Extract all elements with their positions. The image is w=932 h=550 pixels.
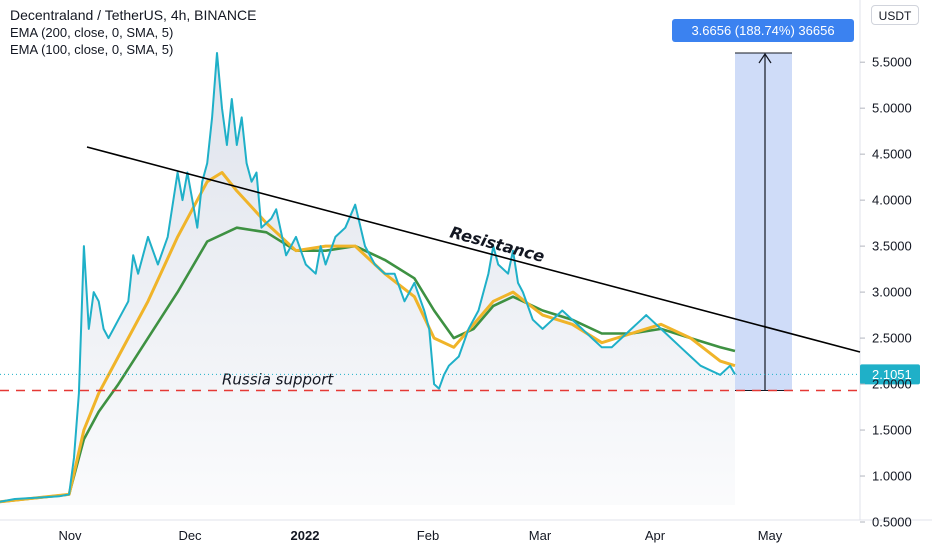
indicator-ema-100: EMA (100, close, 0, SMA, 5) — [10, 42, 174, 57]
price-line[interactable] — [0, 52, 736, 503]
y-tick-label: 2.0000 — [872, 377, 912, 392]
measure-label-text: 3.6656 (188.74%) 36656 — [691, 23, 834, 38]
indicator-ema-200: EMA (200, close, 0, SMA, 5) — [10, 25, 174, 40]
ema-200-line[interactable] — [0, 226, 736, 504]
y-tick-label: 5.5000 — [872, 55, 912, 70]
x-tick-label: 2022 — [291, 528, 320, 543]
x-tick-label: Mar — [529, 528, 552, 543]
last-price-label: 2.1051 — [872, 367, 912, 382]
chart-title: Decentraland / TetherUS, 4h, BINANCE — [10, 7, 257, 23]
x-tick-label: Feb — [417, 528, 439, 543]
x-tick-label: Dec — [178, 528, 202, 543]
y-tick-label: 5.0000 — [872, 101, 912, 116]
y-tick-label: 3.5000 — [872, 239, 912, 254]
x-tick-label: Apr — [645, 528, 666, 543]
y-tick-label: 2.5000 — [872, 331, 912, 346]
measure-arrow-head — [758, 52, 772, 64]
x-tick-label: May — [758, 528, 783, 543]
last-price-tag — [860, 364, 920, 385]
y-tick-label: 4.0000 — [872, 193, 912, 208]
y-tick-label: 1.0000 — [872, 469, 912, 484]
support-label: Russia support — [222, 371, 334, 389]
currency-selector[interactable]: USDT — [871, 5, 919, 25]
y-tick-label: 4.5000 — [872, 147, 912, 162]
measure-range-box[interactable] — [735, 52, 792, 391]
price-area-fill — [0, 53, 735, 505]
resistance-trendline[interactable] — [86, 146, 861, 353]
y-tick-label: 1.5000 — [872, 423, 912, 438]
y-tick-label: 3.0000 — [872, 285, 912, 300]
measure-label-box — [672, 19, 854, 42]
x-tick-label: Nov — [58, 528, 82, 543]
measure-tool[interactable]: 3.6656 (188.74%) 36656 — [672, 19, 854, 391]
y-tick-label: 0.5000 — [872, 515, 912, 530]
